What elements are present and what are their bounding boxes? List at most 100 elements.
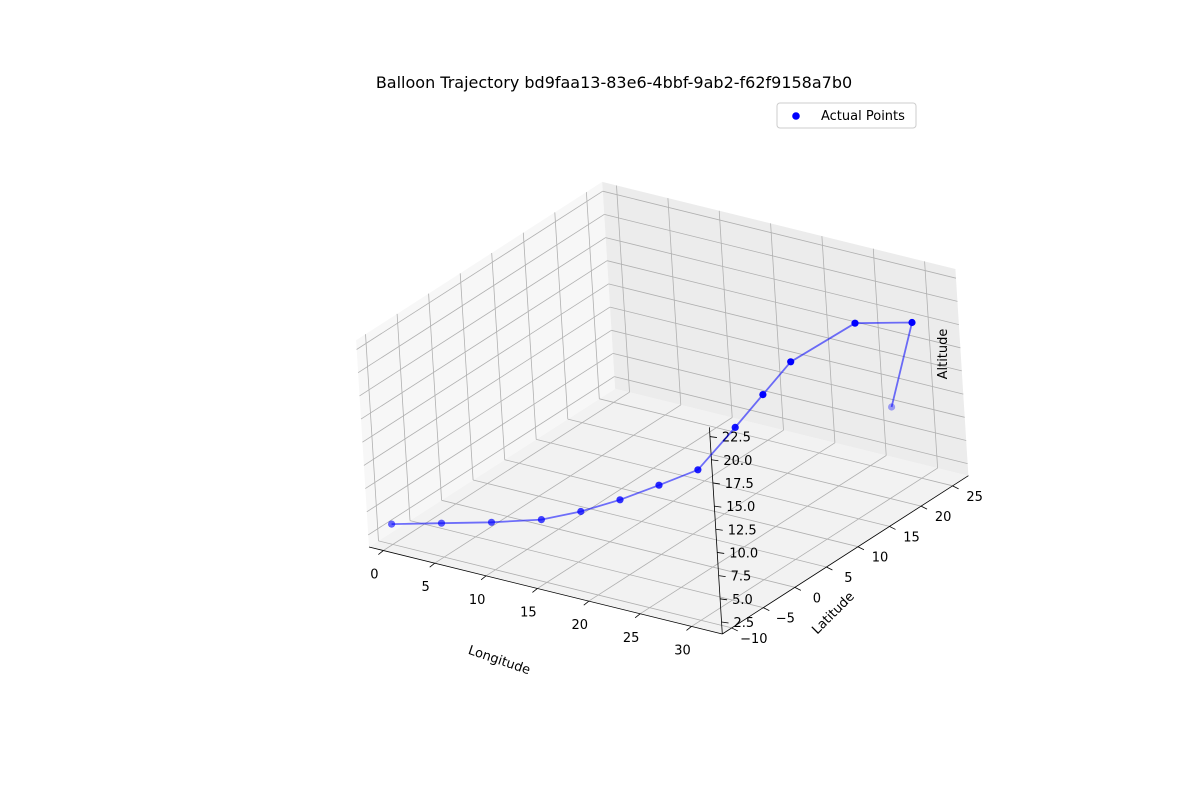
z-tick-mark: [709, 436, 717, 438]
x-tick-label: 0: [370, 568, 378, 583]
trajectory-point: [437, 519, 446, 527]
grid-line-y-left: [586, 192, 600, 399]
trajectory-point: [908, 318, 916, 327]
trajectory-point: [577, 507, 585, 516]
y-tick-mark: [731, 627, 738, 632]
grid-line-z-left: [360, 260, 608, 420]
legend-marker: [792, 112, 800, 120]
grid-line-y-left: [428, 293, 442, 501]
x-tick-mark: [634, 613, 641, 619]
grid-lines: [356, 185, 968, 629]
y-tick-mark: [920, 505, 928, 510]
trajectory-line: [391, 321, 914, 525]
z-tick-label: 20.0: [723, 454, 752, 469]
grid-line-y-left: [522, 232, 537, 440]
grid-line-z-back: [612, 353, 967, 441]
y-tick-label: 15: [903, 530, 920, 545]
trajectory-point: [759, 391, 767, 399]
y-tick-mark: [763, 607, 770, 611]
trajectory-point: [731, 423, 739, 431]
x-tick-label: 15: [520, 606, 537, 621]
series-actual-points: [388, 318, 916, 528]
axis-panes: [356, 181, 969, 634]
x-tick-label: 25: [623, 631, 640, 646]
x-tick-label: 30: [674, 643, 691, 658]
z-tick-label: 15.0: [726, 500, 755, 515]
y-tick-label: −5: [776, 612, 795, 627]
back-pane: [602, 181, 969, 476]
grid-line-x-back: [924, 261, 938, 469]
z-tick-label: 7.5: [731, 570, 752, 585]
x-tick-mark: [429, 562, 435, 568]
z-axis-line: [709, 427, 723, 635]
y-tick-label: −10: [740, 632, 767, 647]
grid-line-y-floor: [599, 398, 953, 487]
grid-line-y-floor: [378, 540, 732, 629]
legend-box: [776, 102, 917, 129]
x-tick-mark: [583, 600, 590, 606]
grid-line-y-left: [554, 212, 569, 420]
z-tick-label: 12.5: [728, 523, 757, 538]
z-tick-mark: [721, 621, 729, 624]
grid-line-z-left: [362, 283, 609, 443]
trajectory-point: [537, 516, 546, 524]
grid-line-z-back: [605, 237, 959, 325]
grid-line-z-back: [609, 306, 964, 395]
trajectory-point: [694, 466, 702, 474]
y-tick-mark: [952, 485, 959, 490]
trajectory-point: [616, 496, 624, 504]
grid-line-z-back: [604, 214, 958, 302]
tick-labels: 0 5 10 15 20 25 30 −10 −5 0 5 10 15 20 25 2.5 5.0 7.5 10.0…: [370, 431, 983, 659]
z-tick-label: 5.0: [732, 593, 753, 608]
y-tick-mark: [794, 586, 802, 591]
x-axis-line: [368, 546, 723, 635]
z-tick-mark: [714, 505, 722, 508]
grid-line-z-left: [366, 353, 614, 513]
grid-line-x-back: [770, 223, 784, 431]
trajectory-point: [487, 518, 496, 526]
axis-lines: [368, 427, 969, 635]
x-tick-label: 20: [572, 618, 589, 633]
z-tick-label: 17.5: [725, 477, 754, 492]
grid-line-y-floor: [473, 479, 827, 568]
y-tick-label: 5: [844, 571, 852, 586]
z-tick-mark: [711, 459, 719, 462]
z-tick-mark: [712, 482, 720, 485]
grid-line-z-left: [359, 237, 606, 397]
y-tick-label: 10: [872, 551, 889, 566]
trajectory-point: [655, 481, 663, 489]
grid-line-x-back: [616, 185, 630, 393]
legend[interactable]: Actual Points: [776, 102, 917, 129]
y-tick-mark: [857, 546, 865, 551]
x-tick-mark: [378, 550, 384, 555]
grid-line-y-left: [365, 334, 379, 541]
grid-line-z-left: [367, 376, 615, 536]
trajectory-point: [888, 403, 896, 411]
x-tick-mark: [686, 626, 692, 631]
grid-line-z-left: [363, 306, 611, 466]
grid-line-y-floor: [409, 520, 764, 608]
grid-line-x-back: [872, 248, 887, 456]
grid-line-y-floor: [567, 418, 922, 507]
x-tick-mark: [480, 575, 487, 581]
grid-line-y-left: [459, 273, 474, 481]
grid-line-y-floor: [441, 499, 795, 588]
x-axis-label: Longitude: [466, 643, 532, 678]
y-tick-label: 25: [966, 490, 983, 505]
y-tick-label: 20: [935, 510, 952, 525]
z-tick-mark: [717, 552, 725, 554]
grid-line-x-back: [667, 198, 682, 405]
grid-line-y-floor: [504, 459, 859, 548]
z-tick-mark: [718, 575, 726, 578]
trajectory-point: [388, 520, 396, 528]
grid-line-z-back: [614, 376, 968, 464]
z-tick-label: 10.0: [729, 547, 758, 562]
y-tick-mark: [826, 566, 833, 571]
floor-pane: [369, 388, 969, 634]
trajectory-point: [787, 358, 795, 366]
grid-line-x-back: [718, 210, 733, 418]
z-tick-label: 2.5: [734, 616, 755, 631]
y-tick-mark: [889, 526, 896, 530]
z-tick-mark: [715, 528, 723, 531]
